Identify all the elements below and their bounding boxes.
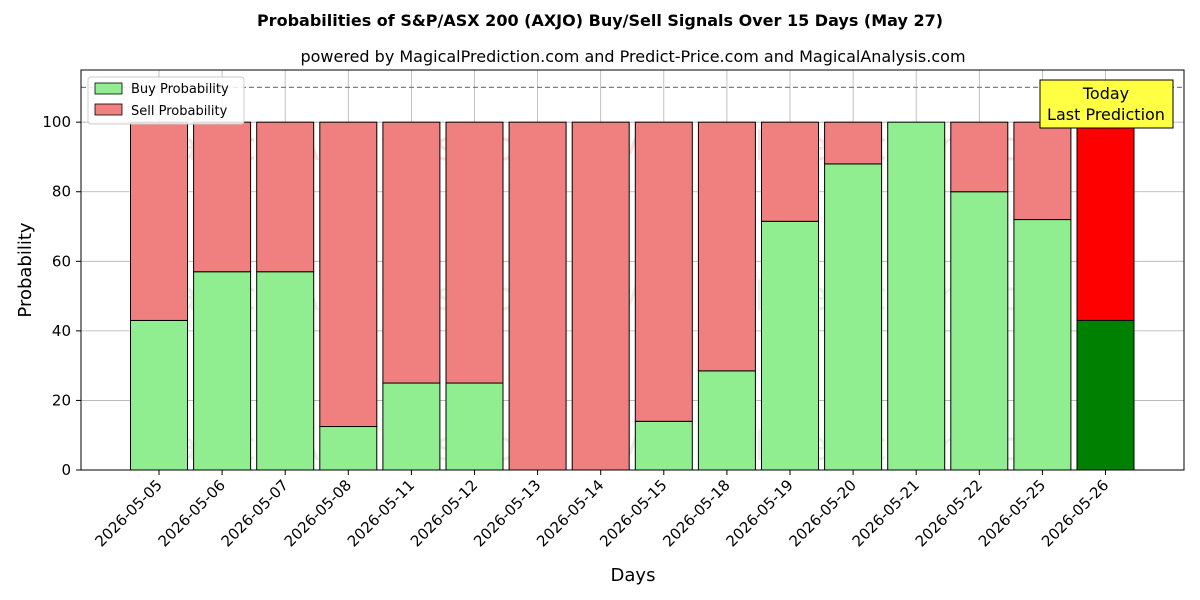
x-tick-label: 2026-05-06 [155, 476, 229, 550]
bar-sell [1076, 121, 1135, 321]
bar-sell [508, 121, 567, 471]
bar-buy [634, 420, 693, 471]
annotation-line-1: Today [1082, 84, 1129, 103]
bar-buy [319, 426, 378, 471]
chart-title: Probabilities of S&P/ASX 200 (AXJO) Buy/… [257, 11, 943, 30]
bar-sell [697, 121, 756, 372]
x-ticks: 2026-05-052026-05-062026-05-072026-05-08… [91, 470, 1112, 550]
legend-frame [87, 76, 245, 125]
x-tick-label: 2026-05-20 [786, 476, 860, 550]
x-tick-label: 2026-05-13 [470, 476, 544, 550]
bar-buy [193, 271, 252, 471]
x-tick-label: 2026-05-07 [218, 476, 292, 550]
x-tick-label: 2026-05-21 [849, 476, 923, 550]
legend-label-buy: Buy Probability [131, 82, 229, 97]
x-tick-label: 2026-05-14 [533, 476, 607, 550]
bar-sell [571, 121, 630, 471]
x-tick-label: 2026-05-18 [659, 476, 733, 550]
x-tick-label: 2026-05-25 [975, 476, 1049, 550]
bar-sell [634, 121, 693, 422]
legend-swatch-buy [94, 82, 123, 95]
y-tick-label: 100 [42, 113, 71, 131]
bar-sell [950, 121, 1009, 193]
chart-subtitle: powered by MagicalPrediction.com and Pre… [300, 47, 965, 66]
y-axis-label: Probability [15, 222, 36, 317]
bar-sell [445, 121, 504, 384]
bar-sell [130, 121, 188, 321]
today-annotation: Today Last Prediction [1039, 79, 1174, 129]
bar-sell [382, 121, 441, 384]
x-tick-label: 2026-05-12 [407, 476, 481, 550]
bar-buy [761, 220, 819, 471]
bar-sell [193, 121, 252, 273]
y-tick-label: 60 [52, 252, 71, 270]
x-tick-label: 2026-05-26 [1038, 476, 1112, 550]
legend: Buy Probability Sell Probability [87, 76, 245, 125]
x-tick-label: 2026-05-15 [596, 476, 670, 550]
y-tick-label: 80 [52, 183, 71, 201]
bar-buy [256, 271, 315, 471]
bar-buy [1076, 319, 1135, 471]
bar-buy [824, 163, 883, 471]
annotation-line-2: Last Prediction [1047, 105, 1165, 124]
x-axis-label: Days [611, 565, 656, 586]
bar-sell [824, 121, 883, 165]
y-tick-label: 20 [52, 391, 71, 409]
x-tick-label: 2026-05-19 [722, 476, 796, 550]
x-tick-label: 2026-05-05 [91, 476, 165, 550]
annotation-box [1039, 79, 1174, 129]
y-tick-label: 40 [52, 322, 71, 340]
bar-buy [130, 319, 188, 471]
y-tick-label: 0 [61, 461, 71, 479]
y-ticks: 0 20 40 60 80 100 [42, 113, 81, 479]
bar-sell [256, 121, 315, 273]
bar-buy [697, 370, 756, 471]
bar-buy [950, 191, 1009, 471]
legend-label-sell: Sell Probability [131, 104, 228, 119]
bar-buy [887, 121, 946, 471]
x-tick-label: 2026-05-11 [344, 476, 418, 550]
legend-swatch-sell [94, 103, 123, 116]
bars [130, 121, 1135, 471]
bar-sell [319, 121, 378, 428]
axes [80, 69, 1185, 471]
bar-buy [445, 382, 504, 471]
bar-sell [761, 121, 819, 222]
bar-buy [382, 382, 441, 471]
bar-sell [1013, 121, 1072, 221]
x-tick-label: 2026-05-08 [281, 476, 355, 550]
x-tick-label: 2026-05-22 [912, 476, 986, 550]
bar-buy [1013, 219, 1072, 471]
plot-frame [80, 69, 1185, 471]
